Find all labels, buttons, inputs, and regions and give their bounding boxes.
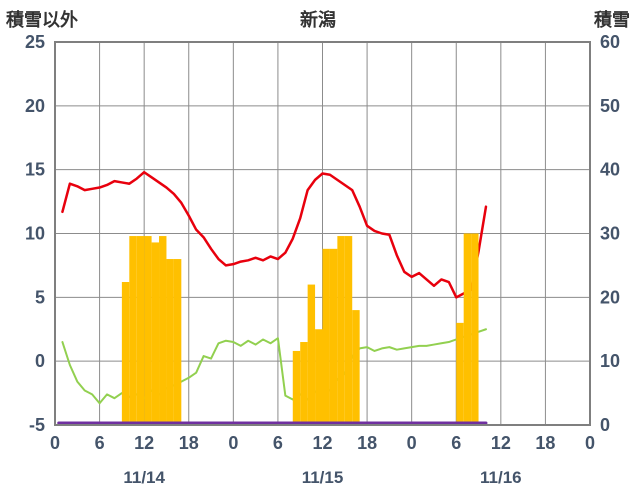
- precipitation-bars-bar: [292, 350, 301, 425]
- x-axis-tick: 6: [451, 433, 461, 453]
- x-axis-tick: 0: [228, 433, 238, 453]
- date-label: 11/16: [480, 468, 522, 487]
- precipitation-bars-bar: [315, 329, 323, 425]
- chart-title: 新潟: [300, 10, 336, 30]
- precipitation-bars-bar: [159, 236, 167, 425]
- precipitation-bars-bar: [307, 284, 316, 425]
- left-axis-tick: 0: [35, 351, 45, 371]
- precipitation-bars-bar: [166, 259, 174, 425]
- right-axis-tick: 0: [600, 415, 610, 435]
- x-axis-tick: 18: [179, 433, 199, 453]
- temperature-line: [61, 170, 488, 299]
- left-axis-tick: 10: [25, 224, 45, 244]
- left-axis-tick: 25: [25, 32, 45, 52]
- precipitation-bars-bar: [352, 310, 360, 425]
- left-axis-tick: 5: [35, 287, 45, 307]
- right-axis-tick: 60: [600, 32, 620, 52]
- date-label: 11/15: [302, 468, 344, 487]
- x-axis-tick: 12: [491, 433, 511, 453]
- x-axis-tick: 0: [50, 433, 60, 453]
- precipitation-bars-bar: [121, 282, 130, 425]
- precipitation-bars-bar: [344, 236, 353, 425]
- left-axis-tick: 15: [25, 160, 45, 180]
- precipitation-bars-bar: [322, 248, 330, 425]
- x-axis-tick: 0: [407, 433, 417, 453]
- precipitation-bars-bar: [300, 342, 308, 425]
- precipitation-bars-bar: [337, 236, 345, 425]
- left-axis-tick: 20: [25, 96, 45, 116]
- x-axis-tick: 0: [585, 433, 595, 453]
- left-axis-tick: -5: [29, 415, 45, 435]
- precipitation-bars-bar: [173, 259, 182, 425]
- right-axis-tick: 30: [600, 224, 620, 244]
- precipitation-bars-bar: [471, 233, 479, 425]
- precipitation-bars-bar: [329, 248, 338, 425]
- precipitation-bars-bar: [151, 242, 160, 425]
- right-axis-tick: 10: [600, 351, 620, 371]
- right-axis-tick: 50: [600, 96, 620, 116]
- x-axis-tick: 12: [312, 433, 332, 453]
- right-axis-tick: 20: [600, 287, 620, 307]
- x-axis-tick: 6: [273, 433, 283, 453]
- x-axis-tick: 12: [134, 433, 154, 453]
- right-axis-tick: 40: [600, 160, 620, 180]
- x-axis-tick: 18: [535, 433, 555, 453]
- date-label: 11/14: [123, 468, 165, 487]
- x-axis-tick: 18: [357, 433, 377, 453]
- left-axis-title: 積雪以外: [6, 10, 78, 30]
- precipitation-bars-bar: [463, 233, 472, 425]
- right-axis-title: 積雪: [594, 10, 630, 30]
- precipitation-bars-bar: [456, 322, 464, 425]
- x-axis-tick: 6: [95, 433, 105, 453]
- precipitation-bars-bar: [129, 236, 137, 425]
- plot-border: [54, 41, 591, 426]
- precipitation-bars-bar: [136, 236, 145, 425]
- precipitation-bars-bar: [144, 236, 152, 425]
